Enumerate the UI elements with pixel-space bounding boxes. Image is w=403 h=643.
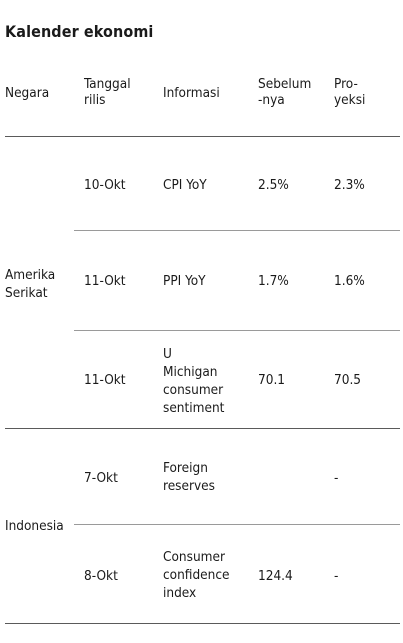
table-row-info: Consumer confidence index	[163, 548, 230, 602]
table-row-info: CPI YoY	[163, 177, 207, 193]
header-divider	[5, 136, 400, 137]
country-line2: Serikat	[5, 285, 48, 301]
info-line: index	[163, 585, 197, 601]
header-previous-line1: Sebelum	[258, 76, 312, 92]
country-cell-indonesia: Indonesia	[5, 518, 64, 534]
table-row-previous: 1.7%	[258, 273, 289, 289]
header-projection: Pro- yeksi	[334, 76, 365, 108]
info-line: Foreign	[163, 460, 208, 476]
row-divider	[74, 230, 400, 231]
table-row-projection: 70.5	[334, 372, 362, 388]
header-projection-line1: Pro-	[334, 76, 358, 92]
page-title: Kalender ekonomi	[5, 22, 154, 41]
info-line: sentiment	[163, 400, 225, 416]
row-divider	[74, 524, 400, 525]
header-previous-line2: -nya	[258, 92, 285, 108]
table-row-projection: -	[334, 568, 339, 584]
table-row-info: Foreign reserves	[163, 459, 215, 495]
table-row-info: PPI YoY	[163, 273, 206, 289]
table-row-projection: 1.6%	[334, 273, 365, 289]
header-date-line1: Tanggal	[84, 76, 131, 92]
table-bottom-rule	[5, 623, 400, 624]
header-projection-line2: yeksi	[334, 92, 366, 108]
table-row-previous: 70.1	[258, 372, 286, 388]
info-line: Michigan	[163, 364, 218, 380]
group-divider	[5, 428, 400, 429]
table-row-date: 11-Okt	[84, 372, 126, 388]
table-row-previous: 2.5%	[258, 177, 289, 193]
info-line: confidence	[163, 567, 230, 583]
table-row-date: 11-Okt	[84, 273, 126, 289]
table-row-previous: 124.4	[258, 568, 293, 584]
header-previous: Sebelum -nya	[258, 76, 311, 108]
info-line: consumer	[163, 382, 224, 398]
country-cell-us: Amerika Serikat	[5, 266, 55, 302]
table-row-info: U Michigan consumer sentiment	[163, 345, 224, 417]
info-line: reserves	[163, 478, 215, 494]
header-info: Informasi	[163, 85, 220, 101]
table-row-date: 8-Okt	[84, 568, 118, 584]
table-row-date: 7-Okt	[84, 470, 118, 486]
row-divider	[74, 330, 400, 331]
header-date-line2: rilis	[84, 92, 106, 108]
table-row-date: 10-Okt	[84, 177, 126, 193]
table-row-projection: 2.3%	[334, 177, 365, 193]
header-date: Tanggal rilis	[84, 76, 131, 108]
country-line1: Amerika	[5, 267, 56, 283]
header-country: Negara	[5, 85, 50, 101]
info-line: U	[163, 346, 172, 362]
info-line: Consumer	[163, 549, 225, 565]
table-row-projection: -	[334, 470, 339, 486]
